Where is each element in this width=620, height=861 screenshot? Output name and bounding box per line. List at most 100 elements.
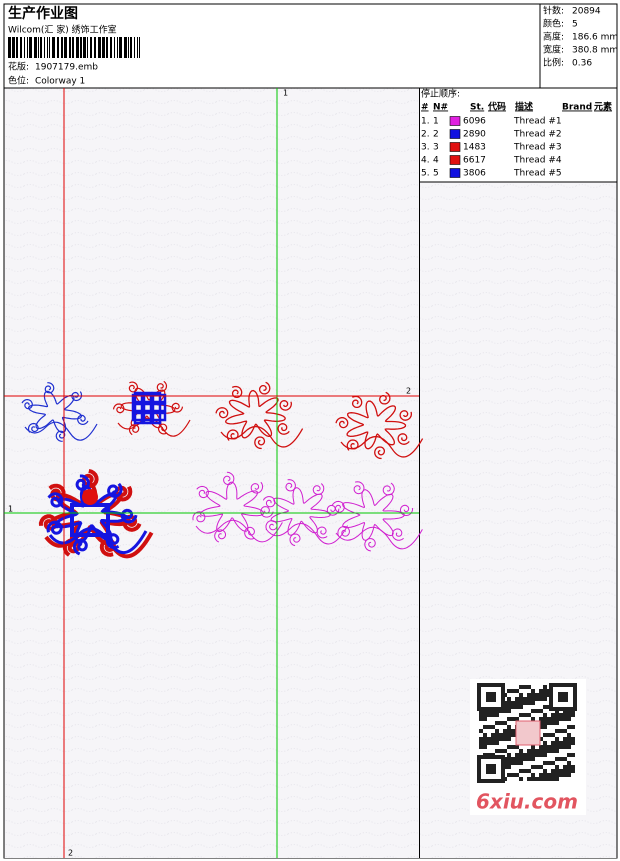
needle: 5: [433, 169, 439, 179]
qr-cell: [495, 729, 499, 733]
qr-cell: [527, 777, 531, 781]
qr-cell: [499, 733, 503, 737]
qr-cell: [543, 769, 547, 773]
qr-cell: [515, 697, 519, 701]
stitches: 6096: [463, 117, 486, 127]
qr-cell: [511, 717, 515, 721]
knot: [131, 393, 167, 404]
knot: [131, 411, 167, 422]
qr-cell: [547, 745, 551, 749]
qr-cell: [523, 685, 527, 689]
qr-cell: [507, 705, 511, 709]
qr-cell: [515, 753, 519, 757]
qr-cell: [567, 761, 571, 765]
qr-cell: [531, 701, 535, 705]
motif-swirl: [277, 423, 290, 435]
qr-cell: [543, 705, 547, 709]
qr-cell: [567, 773, 571, 777]
motif-tail: [340, 435, 424, 458]
qr-cell: [559, 745, 563, 749]
qr-cell: [519, 749, 523, 753]
qr-cell: [527, 685, 531, 689]
qr-cell: [555, 777, 559, 781]
info-value: 5: [572, 20, 578, 30]
description: Thread #3: [513, 143, 562, 153]
color-swatch: [449, 168, 461, 178]
qr-finder: [486, 764, 496, 774]
qr-cell: [551, 761, 555, 765]
qr-cell: [539, 737, 543, 741]
qr-cell: [567, 745, 571, 749]
bar-stripe: [119, 37, 122, 58]
qr-cell: [503, 729, 507, 733]
qr-cell: [539, 749, 543, 753]
embroidery-designs: [21, 380, 424, 559]
qr-cell: [503, 737, 507, 741]
bar-stripe: [16, 37, 18, 58]
bar-stripe: [72, 37, 74, 58]
bar-stripe: [110, 37, 112, 58]
bar-stripe: [40, 37, 42, 58]
bar-stripe: [44, 37, 45, 58]
qr-cell: [507, 761, 511, 765]
qr-cell: [559, 729, 563, 733]
qr-cell: [515, 705, 519, 709]
motif-tail: [24, 421, 98, 441]
qr-cell: [531, 689, 535, 693]
qr-cell: [499, 749, 503, 753]
motif-tail: [195, 519, 283, 543]
qr-cell: [531, 745, 535, 749]
bar-stripe: [94, 37, 96, 58]
qr-cell: [511, 757, 515, 761]
qr-cell: [539, 709, 543, 713]
qr-cell: [539, 773, 543, 777]
qr-cell: [563, 729, 567, 733]
qr-cell: [503, 721, 507, 725]
color-swatch: [449, 142, 461, 152]
motif-jewel: [82, 489, 98, 505]
motif-swirl: [382, 482, 395, 496]
qr-cell: [547, 777, 551, 781]
guide-label: 2: [406, 387, 411, 396]
qr-cell: [527, 757, 531, 761]
qr-cell: [543, 753, 547, 757]
qr-logo: [515, 720, 541, 746]
qr-cell: [543, 745, 547, 749]
bar-stripe: [8, 37, 11, 58]
qr-cell: [551, 773, 555, 777]
qr-cell: [511, 733, 515, 737]
qr-cell: [547, 717, 551, 721]
qr-cell: [547, 721, 551, 725]
qr-cell: [487, 725, 491, 729]
motif-swirl: [47, 492, 64, 508]
qr-cell: [491, 733, 495, 737]
motif-swirl: [285, 479, 296, 492]
qr-cell: [543, 741, 547, 745]
qr-cell: [539, 689, 543, 693]
bar-stripe: [139, 37, 140, 58]
qr-cell: [563, 741, 567, 745]
motif-swirl: [112, 403, 125, 414]
bar-stripe: [76, 37, 79, 58]
qr-cell: [503, 733, 507, 737]
row-number: 1.: [421, 117, 430, 127]
motif-swirl: [250, 481, 264, 494]
qr-cell: [567, 717, 571, 721]
motif-swirl: [258, 381, 271, 395]
column-header: Brand: [562, 103, 592, 113]
qr-cell: [543, 777, 547, 781]
qr-cell: [495, 749, 499, 753]
motif-swirl: [192, 511, 206, 523]
qr-cell: [519, 769, 523, 773]
motif-swirl: [265, 520, 278, 531]
motif-swirl: [75, 474, 90, 491]
motif-swirl: [44, 382, 55, 394]
qr-cell: [555, 757, 559, 761]
qr-cell: [491, 725, 495, 729]
bar-stripe: [117, 37, 118, 58]
qr-cell: [555, 773, 559, 777]
qr-cell: [567, 753, 571, 757]
qr-cell: [567, 765, 571, 769]
motif-swirl: [114, 485, 133, 502]
